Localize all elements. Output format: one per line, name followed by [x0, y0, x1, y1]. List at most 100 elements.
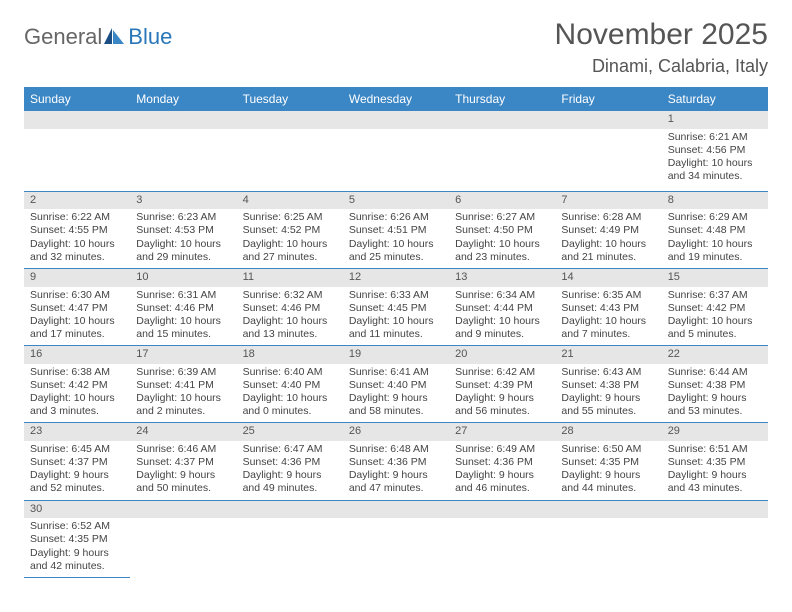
- day-body: Sunrise: 6:51 AMSunset: 4:35 PMDaylight:…: [662, 441, 768, 500]
- sunrise-text: Sunrise: 6:27 AM: [455, 211, 549, 224]
- daylight-text: Daylight: 9 hours and 46 minutes.: [455, 469, 549, 495]
- sunset-text: Sunset: 4:35 PM: [30, 533, 124, 546]
- day-body: Sunrise: 6:43 AMSunset: 4:38 PMDaylight:…: [555, 364, 661, 423]
- location: Dinami, Calabria, Italy: [555, 56, 768, 77]
- calendar-day-cell: 25Sunrise: 6:47 AMSunset: 4:36 PMDayligh…: [237, 423, 343, 500]
- day-number: 22: [662, 346, 768, 364]
- sunrise-text: Sunrise: 6:48 AM: [349, 443, 443, 456]
- sunrise-text: Sunrise: 6:38 AM: [30, 366, 124, 379]
- weekday-header: Sunday: [24, 87, 130, 111]
- day-body: Sunrise: 6:25 AMSunset: 4:52 PMDaylight:…: [237, 209, 343, 268]
- day-number: [449, 111, 555, 129]
- day-body: Sunrise: 6:41 AMSunset: 4:40 PMDaylight:…: [343, 364, 449, 423]
- day-number: 17: [130, 346, 236, 364]
- calendar-day-cell: 18Sunrise: 6:40 AMSunset: 4:40 PMDayligh…: [237, 346, 343, 423]
- day-number: 25: [237, 423, 343, 441]
- day-body: Sunrise: 6:34 AMSunset: 4:44 PMDaylight:…: [449, 287, 555, 346]
- day-body: Sunrise: 6:46 AMSunset: 4:37 PMDaylight:…: [130, 441, 236, 500]
- sunrise-text: Sunrise: 6:32 AM: [243, 289, 337, 302]
- daylight-text: Daylight: 9 hours and 43 minutes.: [668, 469, 762, 495]
- day-body: Sunrise: 6:38 AMSunset: 4:42 PMDaylight:…: [24, 364, 130, 423]
- sunset-text: Sunset: 4:44 PM: [455, 302, 549, 315]
- calendar-day-cell: 1Sunrise: 6:21 AMSunset: 4:56 PMDaylight…: [662, 111, 768, 191]
- daylight-text: Daylight: 9 hours and 55 minutes.: [561, 392, 655, 418]
- calendar-week-row: 2Sunrise: 6:22 AMSunset: 4:55 PM Daylight…: [24, 191, 768, 268]
- calendar-day-cell: 20Sunrise: 6:42 AMSunset: 4:39 PMDayligh…: [449, 346, 555, 423]
- sunset-text: Sunset: 4:50 PM: [455, 224, 549, 237]
- day-body: Sunrise: 6:29 AMSunset: 4:48 PMDaylight:…: [662, 209, 768, 268]
- daylight-text: Daylight: 9 hours and 44 minutes.: [561, 469, 655, 495]
- sunset-text: Sunset: 4:39 PM: [455, 379, 549, 392]
- weekday-header: Thursday: [449, 87, 555, 111]
- calendar-body: 1Sunrise: 6:21 AMSunset: 4:56 PMDaylight…: [24, 111, 768, 577]
- day-body: Sunrise: 6:31 AMSunset: 4:46 PMDaylight:…: [130, 287, 236, 346]
- sunrise-text: Sunrise: 6:43 AM: [561, 366, 655, 379]
- calendar-day-cell: 23Sunrise: 6:45 AMSunset: 4:37 PMDayligh…: [24, 423, 130, 500]
- day-number: 2: [24, 192, 130, 210]
- calendar-day-cell: 9Sunrise: 6:30 AMSunset: 4:47 PMDaylight…: [24, 268, 130, 345]
- calendar-day-cell: 17 Sunrise: 6:39 AMSunset: 4:41 PMDayligh…: [130, 346, 236, 423]
- calendar-day-cell: 5Sunrise: 6:26 AMSunset: 4:51 PMDaylight…: [343, 191, 449, 268]
- calendar-week-row: 1Sunrise: 6:21 AMSunset: 4:56 PMDaylight…: [24, 111, 768, 191]
- sunrise-text: Sunrise: 6:25 AM: [243, 211, 337, 224]
- day-body: Sunrise: 6:23 AMSunset: 4:53 PMDaylight:…: [130, 209, 236, 268]
- sunrise-text: Sunrise: 6:28 AM: [561, 211, 655, 224]
- logo: General Blue: [24, 18, 172, 50]
- day-body: Sunrise: 6:33 AMSunset: 4:45 PMDaylight:…: [343, 287, 449, 346]
- calendar-day-cell: 10Sunrise: 6:31 AMSunset: 4:46 PMDayligh…: [130, 268, 236, 345]
- day-number: 19: [343, 346, 449, 364]
- day-body: Sunrise: 6:37 AMSunset: 4:42 PMDaylight:…: [662, 287, 768, 346]
- sunrise-text: Sunrise: 6:22 AM: [30, 211, 124, 224]
- day-number: 9: [24, 269, 130, 287]
- calendar-week-row: 30Sunrise: 6:52 AMSunset: 4:35 PMDayligh…: [24, 500, 768, 577]
- day-number: 5: [343, 192, 449, 210]
- calendar-day-cell: 29Sunrise: 6:51 AMSunset: 4:35 PMDayligh…: [662, 423, 768, 500]
- day-number: 1: [662, 111, 768, 129]
- sunrise-text: Sunrise: 6:40 AM: [243, 366, 337, 379]
- day-body: Sunrise: 6:42 AMSunset: 4:39 PMDaylight:…: [449, 364, 555, 423]
- daylight-text: Daylight: 9 hours and 52 minutes.: [30, 469, 124, 495]
- day-body: Sunrise: 6:50 AMSunset: 4:35 PMDaylight:…: [555, 441, 661, 500]
- sunset-text: Sunset: 4:41 PM: [136, 379, 230, 392]
- calendar-empty-cell: [237, 111, 343, 191]
- daylight-text: Daylight: 10 hours and 3 minutes.: [30, 392, 124, 418]
- sunrise-text: Sunrise: 6:35 AM: [561, 289, 655, 302]
- daylight-text: Daylight: 10 hours and 2 minutes.: [136, 392, 230, 418]
- daylight-text: Daylight: 10 hours and 9 minutes.: [455, 315, 549, 341]
- day-body: Sunrise: 6:40 AMSunset: 4:40 PMDaylight:…: [237, 364, 343, 423]
- sunrise-text: Sunrise: 6:37 AM: [668, 289, 762, 302]
- sunrise-text: Sunrise: 6:50 AM: [561, 443, 655, 456]
- sunset-text: Sunset: 4:55 PM: [30, 224, 124, 237]
- sunset-text: Sunset: 4:46 PM: [136, 302, 230, 315]
- day-body: Sunrise: 6:21 AMSunset: 4:56 PMDaylight:…: [662, 129, 768, 188]
- sunrise-text: Sunrise: 6:31 AM: [136, 289, 230, 302]
- sunset-text: Sunset: 4:36 PM: [243, 456, 337, 469]
- sunrise-text: Sunrise: 6:45 AM: [30, 443, 124, 456]
- daylight-text: Daylight: 10 hours and 19 minutes.: [668, 238, 762, 264]
- day-number: [237, 111, 343, 129]
- sunset-text: Sunset: 4:40 PM: [243, 379, 337, 392]
- daylight-text: Daylight: 9 hours and 47 minutes.: [349, 469, 443, 495]
- day-number: 21: [555, 346, 661, 364]
- day-body: Sunrise: 6:47 AMSunset: 4:36 PMDaylight:…: [237, 441, 343, 500]
- sunset-text: Sunset: 4:36 PM: [349, 456, 443, 469]
- daylight-text: Daylight: 10 hours and 25 minutes.: [349, 238, 443, 264]
- sunset-text: Sunset: 4:47 PM: [30, 302, 124, 315]
- sunrise-text: Sunrise: 6:39 AM: [136, 366, 230, 379]
- calendar-empty-cell: [449, 111, 555, 191]
- calendar-day-cell: 27Sunrise: 6:49 AMSunset: 4:36 PMDayligh…: [449, 423, 555, 500]
- calendar-table: SundayMondayTuesdayWednesdayThursdayFrid…: [24, 87, 768, 578]
- sunrise-text: Sunrise: 6:33 AM: [349, 289, 443, 302]
- day-number: 27: [449, 423, 555, 441]
- day-number: 4: [237, 192, 343, 210]
- sunrise-text: Sunrise: 6:49 AM: [455, 443, 549, 456]
- weekday-header: Monday: [130, 87, 236, 111]
- day-number: 29: [662, 423, 768, 441]
- sunset-text: Sunset: 4:37 PM: [136, 456, 230, 469]
- day-number: 8: [662, 192, 768, 210]
- calendar-day-cell: 4Sunrise: 6:25 AMSunset: 4:52 PMDaylight…: [237, 191, 343, 268]
- day-body: Sunrise: 6:35 AMSunset: 4:43 PMDaylight:…: [555, 287, 661, 346]
- daylight-text: Daylight: 10 hours and 17 minutes.: [30, 315, 124, 341]
- day-number: [449, 501, 555, 519]
- day-number: [555, 501, 661, 519]
